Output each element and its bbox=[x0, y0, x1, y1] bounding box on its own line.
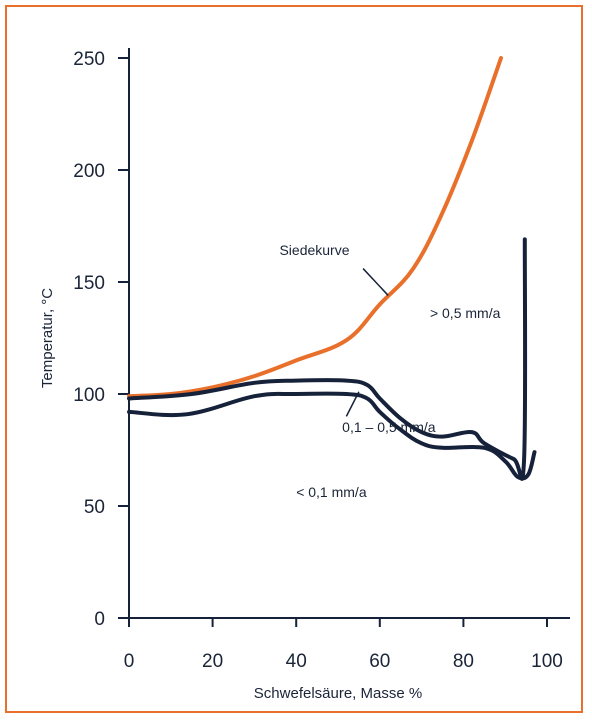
y-tick-label: 200 bbox=[73, 161, 105, 182]
iso-corrosion-line-2 bbox=[127, 391, 537, 481]
y-tick-label: 100 bbox=[73, 385, 105, 406]
leader-line bbox=[362, 268, 389, 296]
y-tick-label: 0 bbox=[94, 609, 105, 630]
x-tick-label: 0 bbox=[124, 651, 135, 672]
iso-corrosion-line-1 bbox=[127, 237, 528, 481]
x-tick-label: 20 bbox=[202, 651, 223, 672]
x-axis-label: Schwefelsäure, Masse % bbox=[254, 685, 422, 702]
annotation-label: < 0,1 mm/a bbox=[296, 484, 367, 500]
annotation-label: Siedekurve bbox=[279, 242, 349, 258]
annotation-label: > 0,5 mm/a bbox=[430, 305, 501, 321]
x-tick-label: 100 bbox=[531, 651, 563, 672]
y-axis-label: Temperatur, °C bbox=[39, 288, 56, 388]
series-layer bbox=[127, 56, 537, 481]
leader-line bbox=[345, 391, 360, 417]
x-tick-label: 40 bbox=[286, 651, 307, 672]
chart-frame bbox=[5, 5, 583, 713]
y-tick-label: 150 bbox=[73, 273, 105, 294]
annotation-layer: Siedekurve > 0,5 mm/a 0,1 – 0,5 mm/a < 0,1 … bbox=[279, 242, 500, 500]
x-tick-label: 60 bbox=[369, 651, 390, 672]
y-tick-label: 50 bbox=[84, 497, 105, 518]
boiling-curve-line bbox=[127, 56, 503, 399]
annotation-label: 0,1 – 0,5 mm/a bbox=[342, 419, 436, 435]
y-tick-label: 250 bbox=[73, 49, 105, 70]
axes: 0 20 40 60 80 100 0 50 100 150 200 250 Schwefelsäure… bbox=[39, 48, 570, 702]
x-tick-label: 80 bbox=[453, 651, 474, 672]
